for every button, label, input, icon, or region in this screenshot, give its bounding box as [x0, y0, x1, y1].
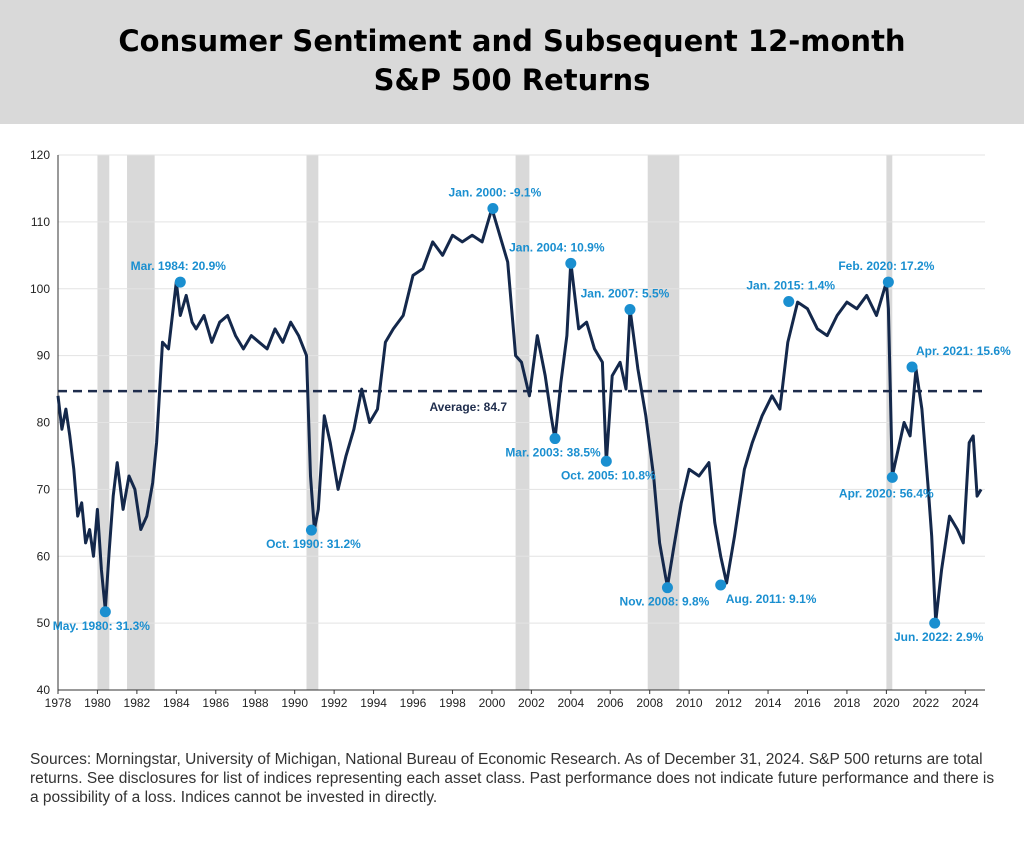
sentiment-line-chart: 40 50 60 70 80 90 100 110 120 1978 1980 1982 1984 198…	[30, 148, 1011, 710]
x-tick-label: 2014	[755, 696, 782, 710]
x-tick-label: 2000	[479, 696, 506, 710]
sources-footnote: Sources: Morningstar, University of Mich…	[30, 751, 995, 806]
marker-point	[305, 524, 317, 536]
marker-label: Aug. 2011: 9.1%	[726, 592, 817, 606]
average-label: Average: 84.7	[429, 400, 507, 414]
marker-point	[565, 257, 577, 269]
marker-label: Feb. 2020: 17.2%	[838, 259, 934, 273]
series-group	[56, 207, 983, 624]
y-tick-label: 40	[37, 683, 51, 697]
x-tick-label: 2010	[676, 696, 703, 710]
x-tick-label: 2024	[952, 696, 979, 710]
marker-label: Jan. 2015: 1.4%	[746, 278, 835, 292]
axes: 40 50 60 70 80 90 100 110 120 1978 1980 1982 1984 198…	[30, 148, 985, 710]
y-tick-label: 60	[37, 549, 51, 563]
marker-label: Mar. 1984: 20.9%	[131, 259, 227, 273]
annotation-markers: May. 1980: 31.3% Mar. 1984: 20.9% Oct. 199…	[53, 186, 1011, 645]
y-tick-label: 70	[37, 482, 51, 496]
x-tick-label: 2018	[834, 696, 861, 710]
x-tick-label: 2006	[597, 696, 624, 710]
marker-label: Apr. 2020: 56.4%	[839, 486, 934, 500]
y-tick-label: 120	[30, 148, 50, 162]
sentiment-series-line	[56, 207, 983, 624]
x-tick-label: 2022	[912, 696, 939, 710]
y-tick-label: 110	[31, 215, 50, 229]
y-tick-label: 90	[37, 349, 51, 363]
average-line-group: Average: 84.7	[58, 389, 985, 414]
marker-point	[487, 203, 499, 214]
marker-label: Jun. 2022: 2.9%	[894, 630, 984, 644]
marker-point	[882, 276, 894, 288]
y-tick-label: 50	[37, 616, 51, 630]
marker-label: Oct. 2005: 10.8%	[561, 468, 656, 482]
x-tick-label: 1978	[45, 696, 72, 710]
x-tick-label: 2004	[557, 696, 584, 710]
marker-point	[99, 606, 111, 618]
marker-label: Nov. 2008: 9.8%	[620, 595, 710, 609]
x-tick-label: 2012	[715, 696, 742, 710]
x-tick-label: 2002	[518, 696, 545, 710]
marker-point	[906, 361, 918, 373]
marker-point	[661, 582, 673, 594]
marker-point	[929, 617, 941, 629]
marker-label: Jan. 2004: 10.9%	[509, 240, 605, 254]
title-banner	[0, 0, 1024, 124]
x-tick-label: 1996	[400, 696, 427, 710]
marker-label: Jan. 2007: 5.5%	[581, 286, 670, 300]
x-tick-label: 1984	[163, 696, 190, 710]
marker-point	[886, 471, 898, 483]
x-tick-label: 1994	[360, 696, 387, 710]
y-tick-label: 100	[30, 282, 50, 296]
marker-label: Oct. 1990: 31.2%	[266, 537, 361, 551]
x-tick-label: 1998	[439, 696, 466, 710]
marker-label: Jan. 2000: -9.1%	[449, 186, 542, 200]
marker-point	[715, 579, 727, 591]
x-tick-label: 1982	[124, 696, 151, 710]
marker-point	[549, 433, 561, 445]
marker-label: Mar. 2003: 38.5%	[505, 446, 601, 460]
x-tick-label: 1986	[202, 696, 229, 710]
x-tick-label: 2008	[636, 696, 663, 710]
marker-point	[783, 295, 795, 307]
marker-label: Apr. 2021: 15.6%	[916, 344, 1011, 358]
y-tick-label: 80	[37, 416, 51, 430]
marker-point	[624, 303, 636, 315]
x-tick-label: 2016	[794, 696, 821, 710]
chart-title-line-2: S&P 500 Returns	[373, 63, 651, 97]
chart-title-line-1: Consumer Sentiment and Subsequent 12-mon…	[118, 24, 906, 58]
x-tick-label: 1988	[242, 696, 269, 710]
x-tick-label: 1992	[321, 696, 348, 710]
x-tick-label: 1980	[84, 696, 111, 710]
x-tick-label: 1990	[281, 696, 308, 710]
x-tick-label: 2020	[873, 696, 900, 710]
marker-label: May. 1980: 31.3%	[53, 619, 151, 633]
marker-point	[600, 455, 612, 467]
marker-point	[174, 276, 186, 288]
gridlines	[58, 154, 985, 624]
